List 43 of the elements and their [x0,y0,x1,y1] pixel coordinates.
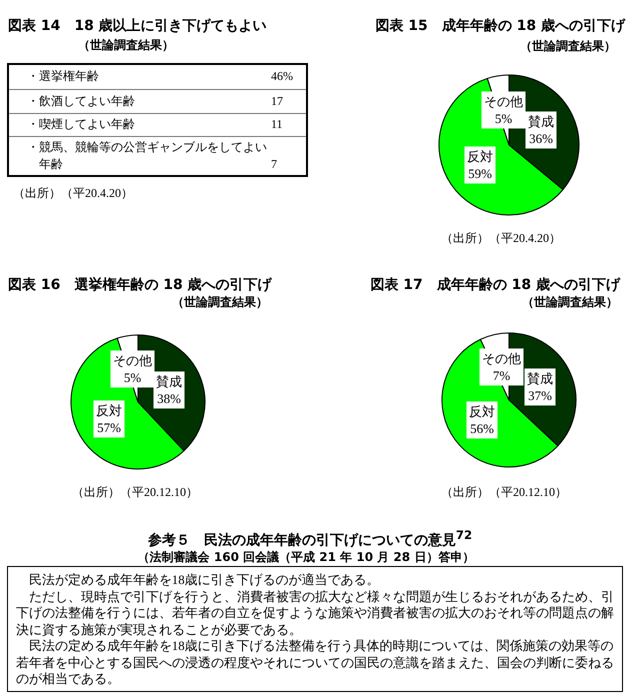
slice-label: その他 [113,353,152,368]
text: 民法が定める成年年齢を18歳に引き下げるのが適当である。 [28,572,381,588]
data-label: 5% [124,370,142,385]
category-label: ・喫煙してよい年齢 [27,116,136,133]
chart-title: 図表 15 成年年齢の 18 歳への引下げ [375,18,626,34]
text: 参考５ 民法の成年年齢の引下げについての意見$^{72}$ [148,527,472,550]
data-label: 5% [494,110,512,126]
category-label: ・選挙権年齢 [27,68,100,85]
text: 民法の定める成年年齢を18歳に引き下げる法整備を行う具体的時期については、関係施策の効果等の若年者を中心とする国民への浸透の程度やそれについての国民の意識を踏まえた、国会の判断に委ねるのが相当である。 [16,638,615,688]
text: （出所）（平20.12.10） [72,485,198,499]
slice-label: 賛成 [156,374,182,389]
text: 11 [271,117,283,131]
chart-subtitle: （世論調査結果） [522,295,618,309]
data-label: 59% [468,166,492,181]
category-label: ・飲酒してよい年齢 [27,93,136,110]
text: ただし、現時点で引下げを行うと、消費者被害の拡大など様々な問題が生じるおそれがあるため、引下げの法整備を行うには、若年者の自立を促すような施策や消費者被害の拡大のおそれ等の問題点の解決に資する施策が実現されることが必要である。 [16,588,615,638]
text: （出所）（平20.4.20） [441,231,561,245]
text: （出所）（平20.4.20） [13,185,133,201]
data-label: 36% [529,130,554,146]
slice-label: 反対 [467,149,493,164]
text: 46% [271,69,293,83]
data-label: 38% [157,390,182,406]
slice-label: 反対 [96,403,122,418]
text: 図表 14 18 歳以上に引き下げてもよい [8,17,267,35]
chart-subtitle: （世論調査結果） [520,39,616,53]
slice-label: その他 [484,94,523,109]
data-label: 57% [97,420,122,435]
slice-label: その他 [482,351,521,366]
data-label: 7% [492,368,510,383]
chart-title: 図表 16 選挙権年齢の 18 歳への引下げ [8,276,273,293]
text: （出所）（平20.12.10） [441,485,567,499]
category-label: ・競馬、競輪等の公営ギャンブルをしてよい年齢 [27,139,268,173]
slice-label: 反対 [469,404,495,419]
slice-label: 賛成 [528,114,554,129]
data-label: 56% [470,420,494,436]
text: （法制審議会 160 回会議（平成 21 年 10 月 28 日）答申） [138,549,474,565]
data-label: 37% [528,388,552,403]
text: （世論調査結果） [78,37,174,53]
text: 7 [271,157,277,171]
chart-title: 図表 17 成年年齢の 18 歳への引下げ [370,276,621,293]
slice-label: 賛成 [527,371,553,386]
chart-subtitle: （世論調査結果） [172,295,268,309]
text: 17 [271,94,283,108]
